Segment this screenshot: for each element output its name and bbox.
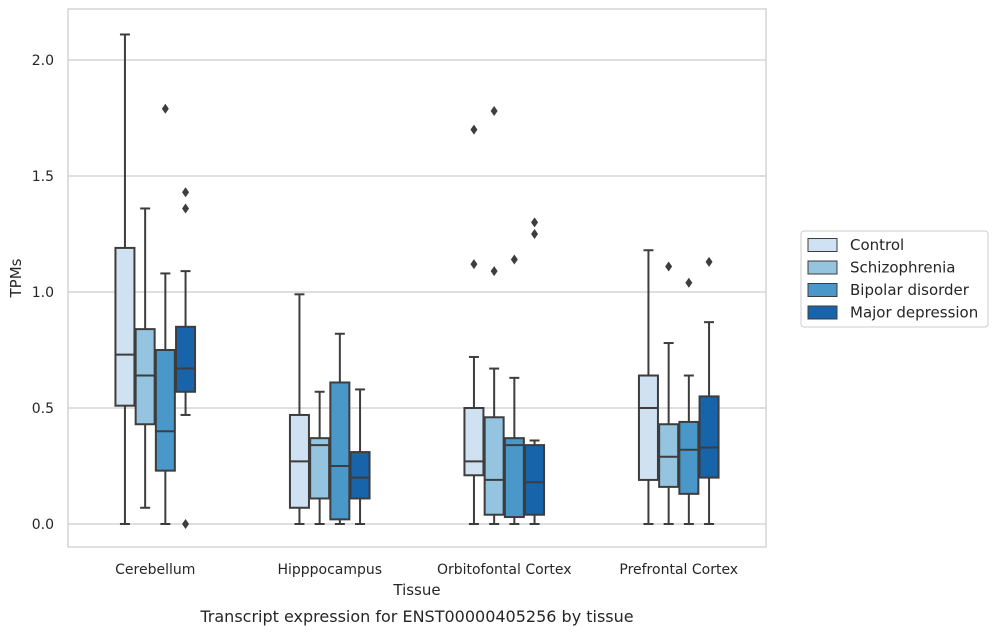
box-iqr [483, 416, 505, 516]
outlier-point [531, 217, 539, 228]
box-iqr [524, 444, 546, 516]
legend-swatch [807, 283, 838, 297]
box-iqr [175, 325, 197, 393]
y-axis-label: TPMs [7, 258, 25, 298]
box-iqr [329, 381, 351, 521]
y-tick-label: 0.0 [32, 517, 54, 533]
outlier-point [182, 187, 190, 198]
x-tick-label: Prefrontal Cortex [619, 562, 738, 578]
outlier-point [490, 106, 498, 117]
outlier-point [531, 229, 539, 239]
box-group [329, 332, 351, 525]
box-iqr [114, 246, 136, 407]
boxes [114, 33, 720, 529]
box-group [658, 261, 680, 525]
y-tick-label: 1.5 [32, 169, 54, 185]
legend-label: Control [850, 236, 904, 254]
legend-label: Schizophrenia [850, 259, 955, 277]
y-tick-label: 1.0 [32, 285, 54, 301]
outlier-point [665, 261, 673, 272]
box-group [463, 124, 485, 525]
box-iqr [349, 451, 371, 500]
figure-caption: Transcript expression for ENST0000040525… [199, 607, 633, 626]
box-iqr [678, 420, 700, 495]
y-tick-label: 2.0 [32, 53, 54, 69]
x-tick-labels: Cerebellum Hipppocampus Orbitofontal Corte… [115, 562, 738, 578]
box-group [698, 256, 720, 525]
x-tick-label: Cerebellum [115, 562, 195, 578]
box-group [524, 217, 546, 525]
outlier-point [490, 266, 498, 277]
outlier-point [685, 277, 693, 288]
box-group [503, 254, 525, 525]
outlier-point [705, 256, 713, 267]
box-iqr [154, 349, 176, 472]
y-tick-label: 0.5 [32, 401, 54, 417]
outlier-point [470, 259, 478, 270]
outlier-point [182, 203, 190, 214]
box-group [288, 293, 310, 525]
box-iqr [503, 437, 525, 519]
outlier-point [510, 254, 518, 265]
legend: Control Schizophrenia Bipolar disorder Majo… [800, 230, 989, 328]
box-group [134, 207, 156, 509]
y-tick-labels: 0.0 0.5 1.0 1.5 2.0 [32, 53, 54, 533]
box-iqr [658, 423, 680, 488]
legend-swatch [807, 305, 838, 320]
outlier-point [470, 124, 478, 135]
box-group [154, 103, 176, 525]
box-group [114, 33, 136, 525]
plot-area [67, 8, 767, 548]
box-group [175, 187, 197, 529]
x-axis-label: Tissue [392, 581, 440, 599]
x-tick-label: Orbitofontal Cortex [437, 562, 572, 578]
box-group [483, 106, 505, 525]
box-iqr [698, 395, 720, 479]
box-iqr [134, 328, 156, 426]
outlier-point [182, 519, 190, 529]
box-iqr [463, 407, 485, 477]
legend-frame [800, 230, 989, 328]
box-iqr [309, 437, 331, 500]
legend-swatch [807, 238, 838, 252]
outlier-point [161, 103, 169, 114]
legend-items: Control Schizophrenia Bipolar disorder Majo… [807, 236, 978, 322]
legend-label: Bipolar disorder [850, 281, 970, 299]
legend-label: Major depression [850, 304, 978, 322]
box-group [678, 277, 700, 525]
box-group [309, 390, 331, 525]
x-tick-label: Hipppocampus [277, 562, 382, 578]
legend-swatch [807, 260, 838, 275]
box-group [637, 249, 659, 525]
box-group [349, 388, 371, 525]
box-iqr [637, 374, 659, 481]
